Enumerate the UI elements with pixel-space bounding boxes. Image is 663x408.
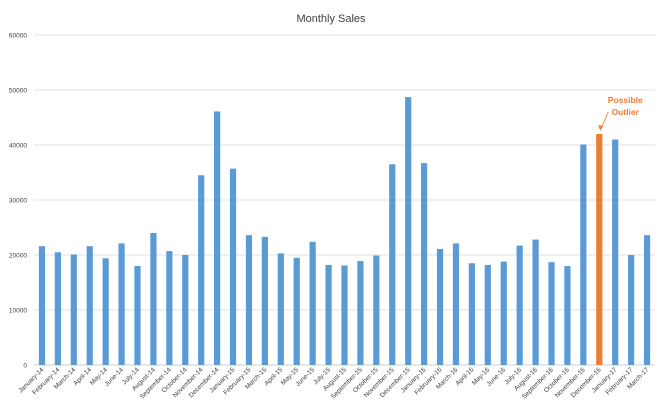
bar — [38, 246, 46, 365]
bar — [532, 239, 539, 365]
bar — [484, 264, 491, 365]
annotation-arrow — [600, 111, 609, 129]
bar — [118, 243, 125, 365]
bar — [341, 265, 348, 365]
y-tick-label: 0 — [23, 362, 27, 369]
bar — [70, 254, 77, 365]
outlier-annotation: Possible Outlier — [598, 95, 643, 131]
bar — [373, 255, 380, 365]
bar — [628, 255, 635, 365]
y-tick-label: 10000 — [9, 307, 27, 314]
bar — [214, 111, 221, 365]
bar — [580, 144, 587, 365]
bar — [261, 236, 268, 365]
y-tick-label: 20000 — [9, 252, 27, 259]
annotation-label: Outlier — [612, 107, 640, 117]
bar-highlight — [596, 134, 603, 365]
bar — [548, 262, 555, 365]
bar — [421, 163, 428, 365]
bar — [612, 139, 619, 365]
bar — [229, 168, 237, 365]
y-tick-label: 50000 — [9, 87, 27, 94]
bar — [293, 257, 300, 365]
bar — [309, 241, 316, 365]
y-tick-label: 40000 — [9, 142, 27, 149]
chart-title: Monthly Sales — [296, 13, 366, 25]
bar — [86, 246, 93, 365]
annotation-arrowhead — [598, 125, 604, 131]
annotation-label: Possible — [608, 95, 643, 105]
y-axis-ticks: 0 10000 20000 30000 40000 50000 60000 — [9, 32, 27, 369]
bar — [325, 264, 332, 365]
x-axis-ticks: January-14February-14March-14April-14May… — [17, 366, 650, 400]
bar — [245, 235, 253, 365]
bar — [102, 258, 109, 365]
bar — [150, 233, 157, 365]
y-tick-label: 60000 — [9, 32, 27, 39]
bar — [277, 253, 284, 365]
bar — [389, 164, 396, 365]
bar — [516, 245, 523, 365]
bar — [500, 261, 507, 365]
y-tick-label: 30000 — [9, 197, 27, 204]
bar — [198, 175, 205, 365]
bar — [405, 97, 412, 366]
bar — [468, 263, 475, 365]
bar — [564, 266, 571, 365]
bars — [38, 97, 651, 366]
bar — [54, 252, 61, 365]
bar — [134, 266, 141, 365]
bar — [436, 248, 444, 365]
bar — [166, 251, 173, 365]
bar — [182, 255, 189, 365]
bar — [452, 243, 460, 365]
bar — [643, 235, 651, 365]
bar — [357, 261, 364, 365]
